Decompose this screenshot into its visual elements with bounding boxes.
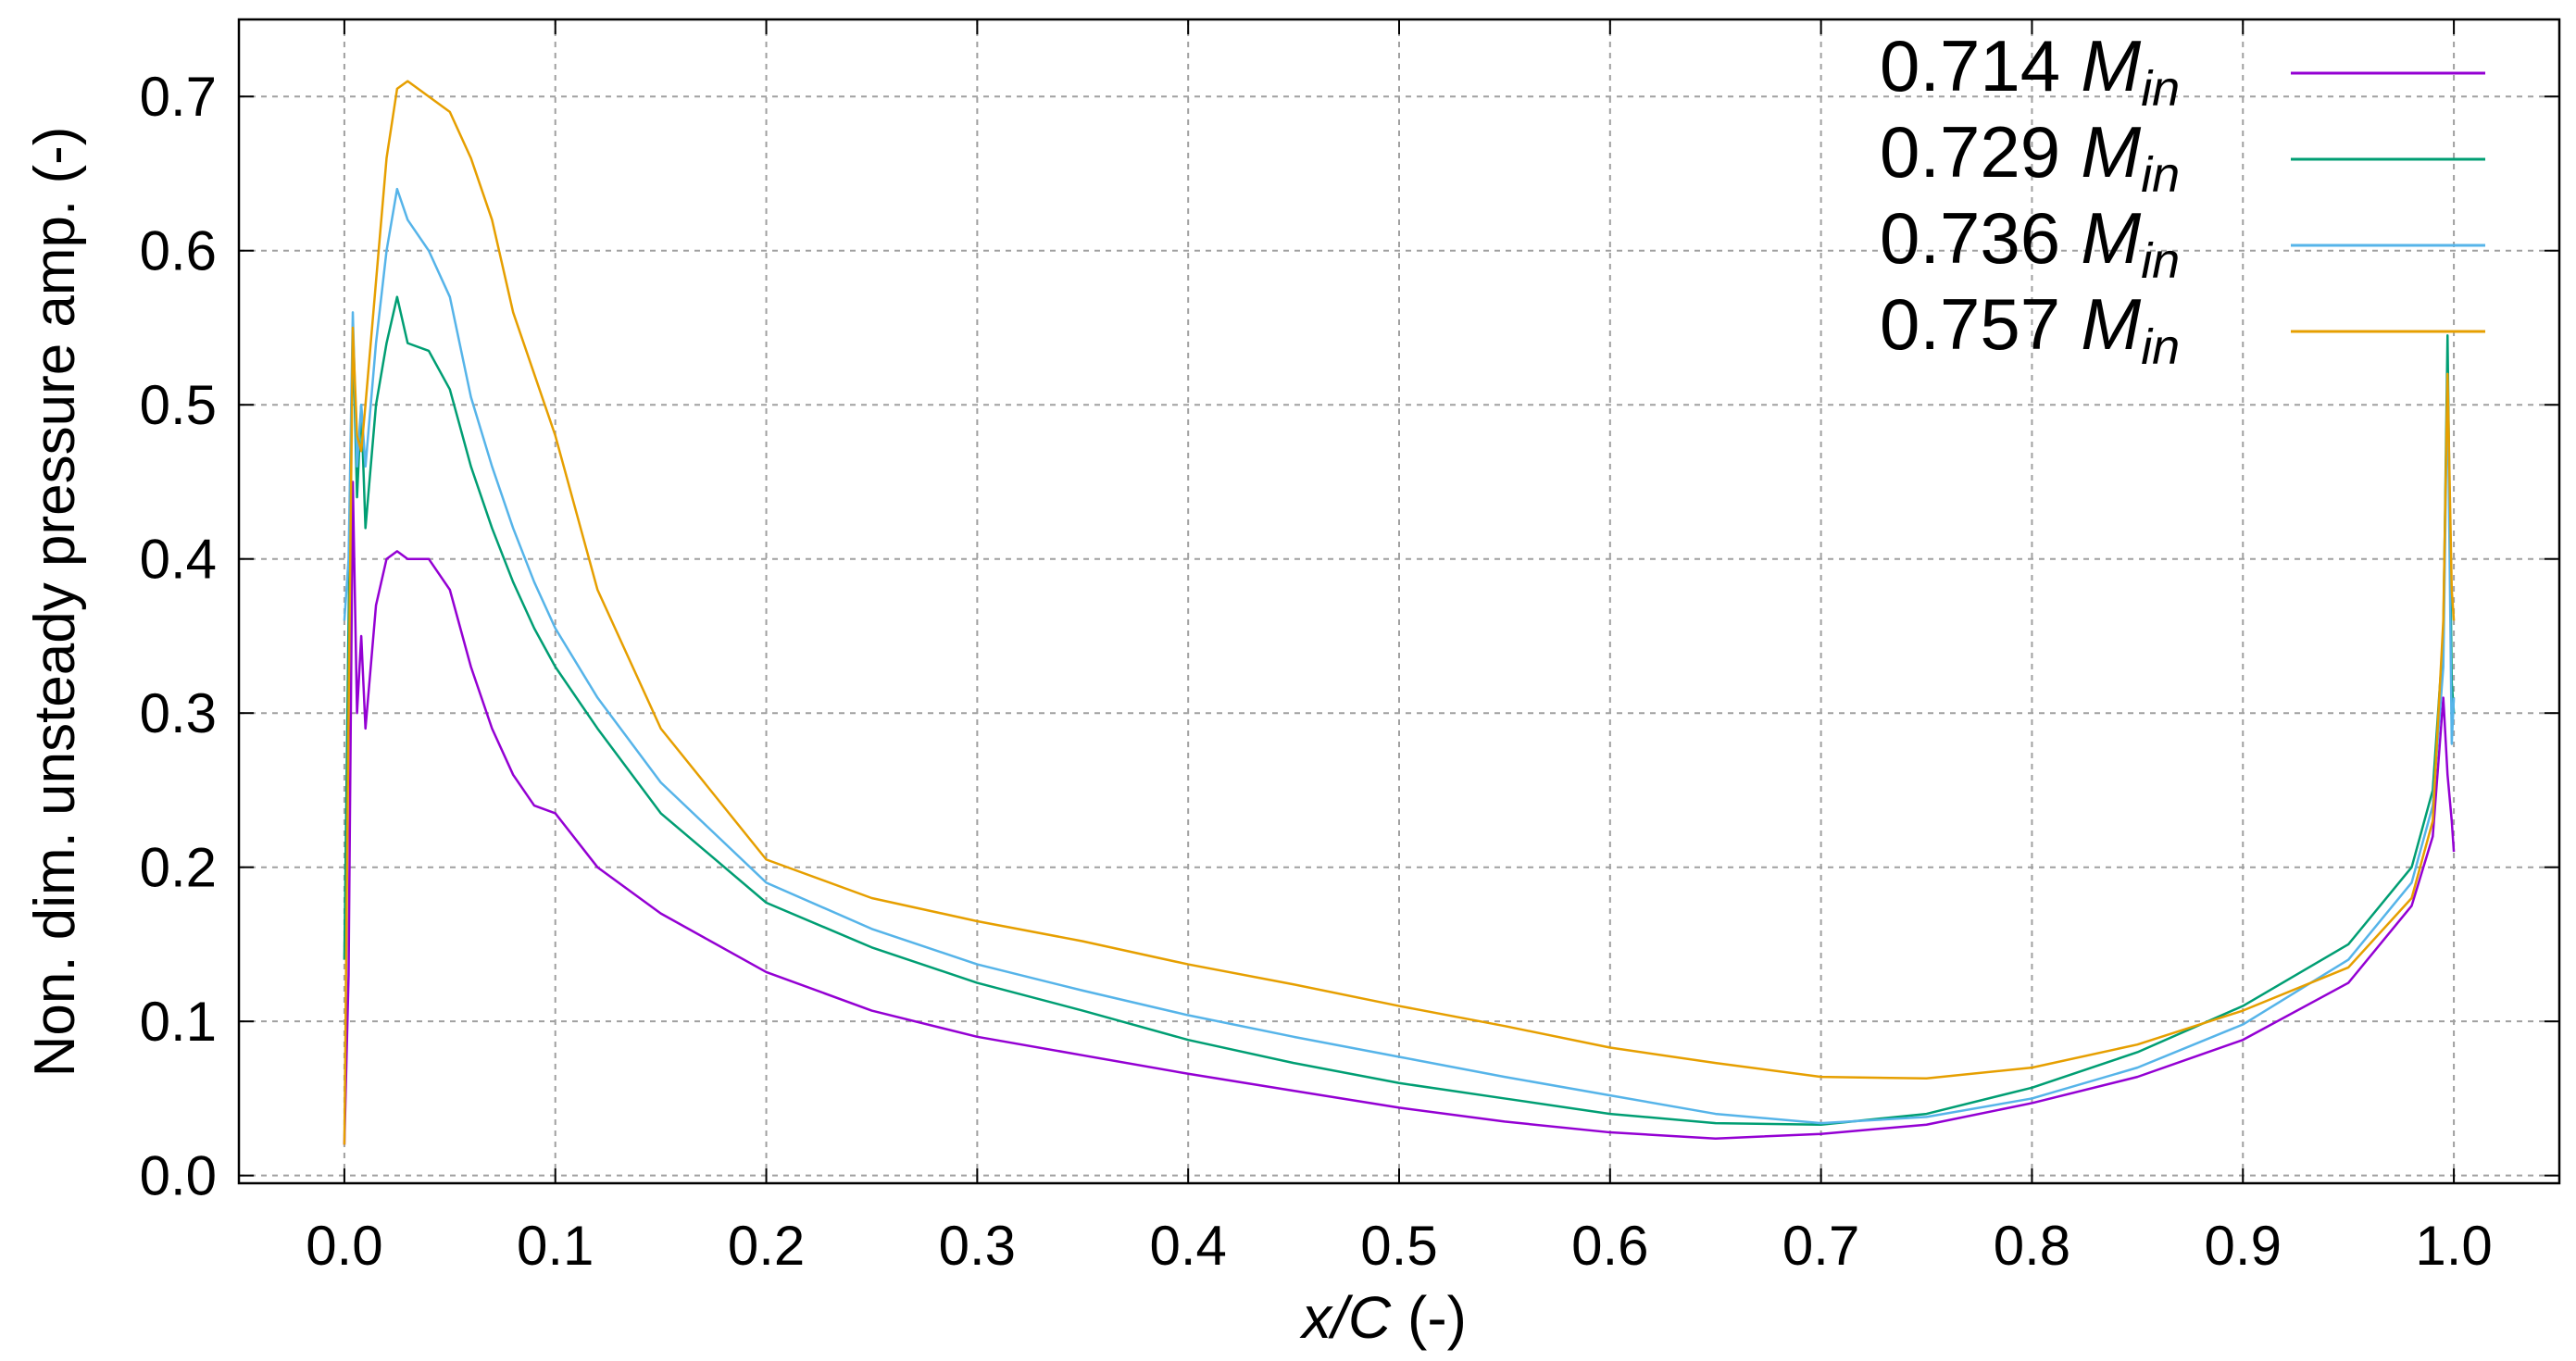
x-tick-label: 0.5 — [1360, 1215, 1437, 1277]
x-tick-label: 0.6 — [1571, 1215, 1648, 1277]
x-tick-label: 0.8 — [1994, 1215, 2070, 1277]
x-axis-label: x/C (-) — [1299, 1284, 1467, 1351]
legend-label: 0.736 Min — [1880, 197, 2180, 289]
x-tick-label: 1.0 — [2415, 1215, 2492, 1277]
legend-label: 0.757 Min — [1880, 283, 2180, 375]
legend-unit: M — [2081, 111, 2141, 193]
y-tick-label: 0.4 — [140, 529, 217, 591]
legend-unit: M — [2081, 283, 2141, 365]
y-tick-label: 0.5 — [140, 374, 217, 436]
legend-unit-sub: in — [2141, 147, 2180, 203]
x-axis-label-main: x/C — [1299, 1284, 1392, 1351]
x-tick-label: 0.3 — [939, 1215, 1016, 1277]
plot-frame — [237, 18, 2561, 1185]
x-tick-label: 0.4 — [1149, 1215, 1226, 1277]
data-line — [343, 80, 2456, 1145]
x-axis-label-unit: (-) — [1407, 1284, 1467, 1351]
y-axis-label: Non. dim. unsteady pressure amp. (-) — [23, 127, 87, 1078]
legend-label: 0.729 Min — [1880, 111, 2180, 203]
y-tick-label: 0.7 — [140, 66, 217, 128]
legend-unit: M — [2081, 197, 2141, 279]
y-tick-label: 0.3 — [140, 682, 217, 744]
y-tick-label: 0.0 — [140, 1145, 217, 1207]
x-tick-label: 0.9 — [2205, 1215, 2282, 1277]
y-tick-label: 0.2 — [140, 837, 217, 899]
legend-unit-sub: in — [2141, 233, 2180, 289]
data-line — [343, 481, 2456, 1145]
x-tick-label: 0.2 — [728, 1215, 805, 1277]
legend-label: 0.714 Min — [1880, 25, 2180, 117]
data-line — [343, 187, 2456, 1125]
legend-value: 0.736 — [1880, 197, 2060, 279]
legend-unit-sub: in — [2141, 61, 2180, 117]
legend-value: 0.757 — [1880, 283, 2060, 365]
data-line — [343, 295, 2456, 1126]
x-tick-label: 0.0 — [306, 1215, 382, 1277]
legend-value: 0.729 — [1880, 111, 2060, 193]
y-tick-label: 0.1 — [140, 991, 217, 1053]
x-tick-label: 0.1 — [517, 1215, 594, 1277]
legend-unit-sub: in — [2141, 319, 2180, 375]
legend-unit: M — [2081, 25, 2141, 106]
y-tick-label: 0.6 — [140, 220, 217, 282]
legend-value: 0.714 — [1880, 25, 2060, 106]
x-tick-label: 0.7 — [1782, 1215, 1859, 1277]
